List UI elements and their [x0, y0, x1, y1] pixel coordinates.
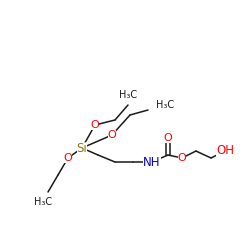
Text: NH: NH — [143, 156, 161, 168]
Text: O: O — [64, 153, 72, 163]
Text: H₃C: H₃C — [34, 197, 52, 207]
Text: O: O — [108, 130, 116, 140]
Text: OH: OH — [216, 144, 234, 158]
Text: O: O — [164, 133, 172, 143]
Text: H₃C: H₃C — [156, 100, 174, 110]
Text: O: O — [90, 120, 100, 130]
Text: O: O — [178, 153, 186, 163]
Text: Si: Si — [76, 142, 88, 154]
Text: H₃C: H₃C — [119, 90, 137, 100]
